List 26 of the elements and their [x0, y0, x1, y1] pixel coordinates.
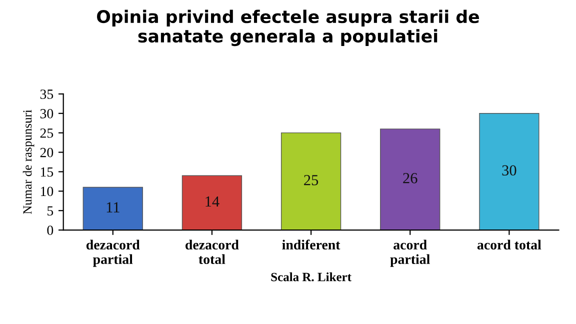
- x-tick-label: dezacord total: [186, 240, 239, 264]
- bar: [82, 186, 143, 230]
- x-tick-label: indiferent: [282, 240, 340, 250]
- y-tick-label: 15: [40, 167, 54, 177]
- x-axis-title: Scala R. Likert: [271, 272, 352, 282]
- y-tick-label: 30: [40, 108, 54, 118]
- chart-title: Opinia privind efectele asupra starii de sanatate generala a populatiei: [97, 10, 480, 46]
- bar: [280, 132, 342, 230]
- bar: [182, 175, 242, 230]
- data-label: 25: [304, 174, 318, 186]
- bar: [380, 128, 440, 230]
- data-label: 30: [502, 165, 516, 176]
- x-tick-label: dezacord partial: [86, 240, 140, 267]
- data-label: 14: [206, 196, 220, 206]
- y-tick-label: 10: [40, 186, 54, 196]
- y-tick-label: 5: [48, 206, 54, 216]
- y-tick-label: 35: [40, 90, 54, 99]
- x-tick-label: acord partial: [390, 240, 430, 267]
- y-tick-label: 0: [47, 226, 54, 235]
- bar: [479, 113, 540, 230]
- y-tick-label: 25: [40, 128, 54, 138]
- y-tick-label: 20: [40, 148, 54, 158]
- x-tick-label: acord total: [477, 240, 542, 250]
- data-label: 11: [106, 202, 120, 212]
- y-axis-title: Numar de raspunsuri: [22, 110, 34, 214]
- data-label: 26: [403, 173, 418, 184]
